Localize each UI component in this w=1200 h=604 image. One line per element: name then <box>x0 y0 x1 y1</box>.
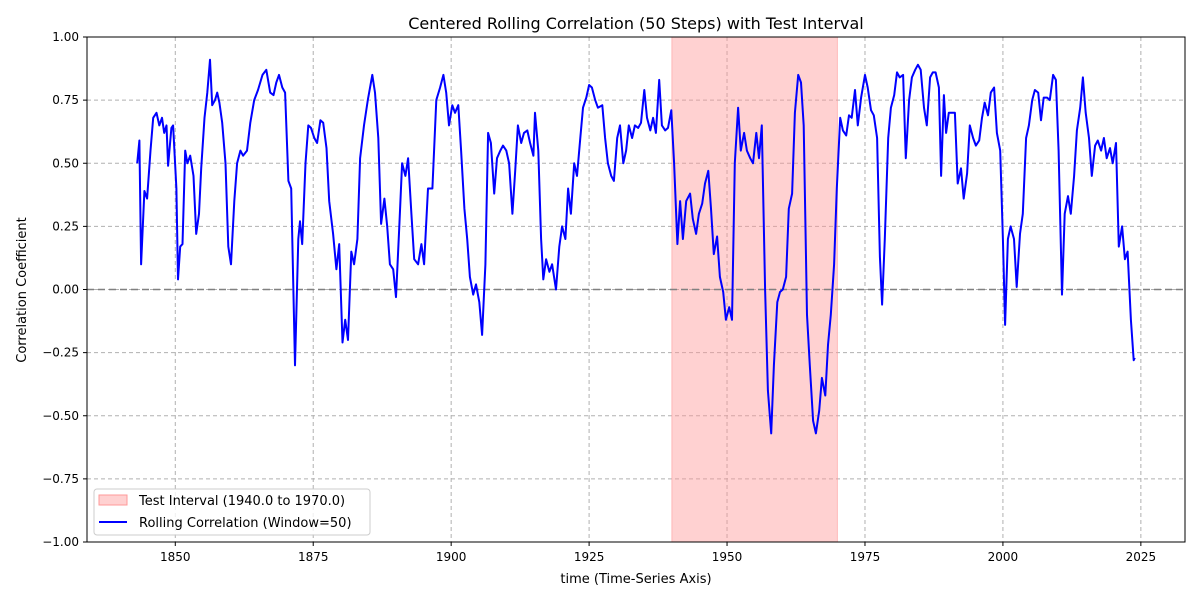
rolling-correlation-line <box>136 58 1136 435</box>
x-tick-label: 1850 <box>160 550 191 564</box>
y-tick-label: −0.75 <box>42 472 79 486</box>
y-tick-label: 0.50 <box>52 156 79 170</box>
test-interval-shade <box>671 36 838 543</box>
x-tick-label: 1875 <box>298 550 329 564</box>
y-tick-label: −1.00 <box>42 535 79 549</box>
legend-label-rolling-correlation: Rolling Correlation (Window=50) <box>139 516 352 531</box>
x-axis-ticks: 1850 1875 1900 1925 1950 1975 2000 2025 <box>160 542 1156 564</box>
y-tick-label: 0.00 <box>52 283 79 297</box>
x-tick-label: 1925 <box>574 550 605 564</box>
legend-label-test-interval: Test Interval (1940.0 to 1970.0) <box>138 494 345 509</box>
legend-swatch-test-interval <box>98 494 128 506</box>
legend-box <box>93 488 371 536</box>
y-tick-label: 1.00 <box>52 30 79 44</box>
y-tick-label: 0.75 <box>52 93 79 107</box>
y-axis-label: Correlation Coefficient <box>15 217 30 363</box>
legend: Test Interval (1940.0 to 1970.0) Rolling… <box>93 488 371 536</box>
chart-title: Centered Rolling Correlation (50 Steps) … <box>408 14 863 33</box>
x-axis-label: time (Time-Series Axis) <box>560 572 711 587</box>
x-tick-label: 2025 <box>1126 550 1157 564</box>
x-tick-label: 1950 <box>712 550 743 564</box>
x-tick-label: 1900 <box>436 550 467 564</box>
y-tick-label: −0.25 <box>42 346 79 360</box>
y-tick-label: 0.25 <box>52 219 79 233</box>
y-axis-ticks: −1.00 −0.75 −0.50 −0.25 0.00 0.25 0.50 0.75 1.00 <box>42 30 87 549</box>
x-tick-label: 1975 <box>850 550 881 564</box>
x-tick-label: 2000 <box>988 550 1019 564</box>
y-tick-label: −0.50 <box>42 409 79 423</box>
